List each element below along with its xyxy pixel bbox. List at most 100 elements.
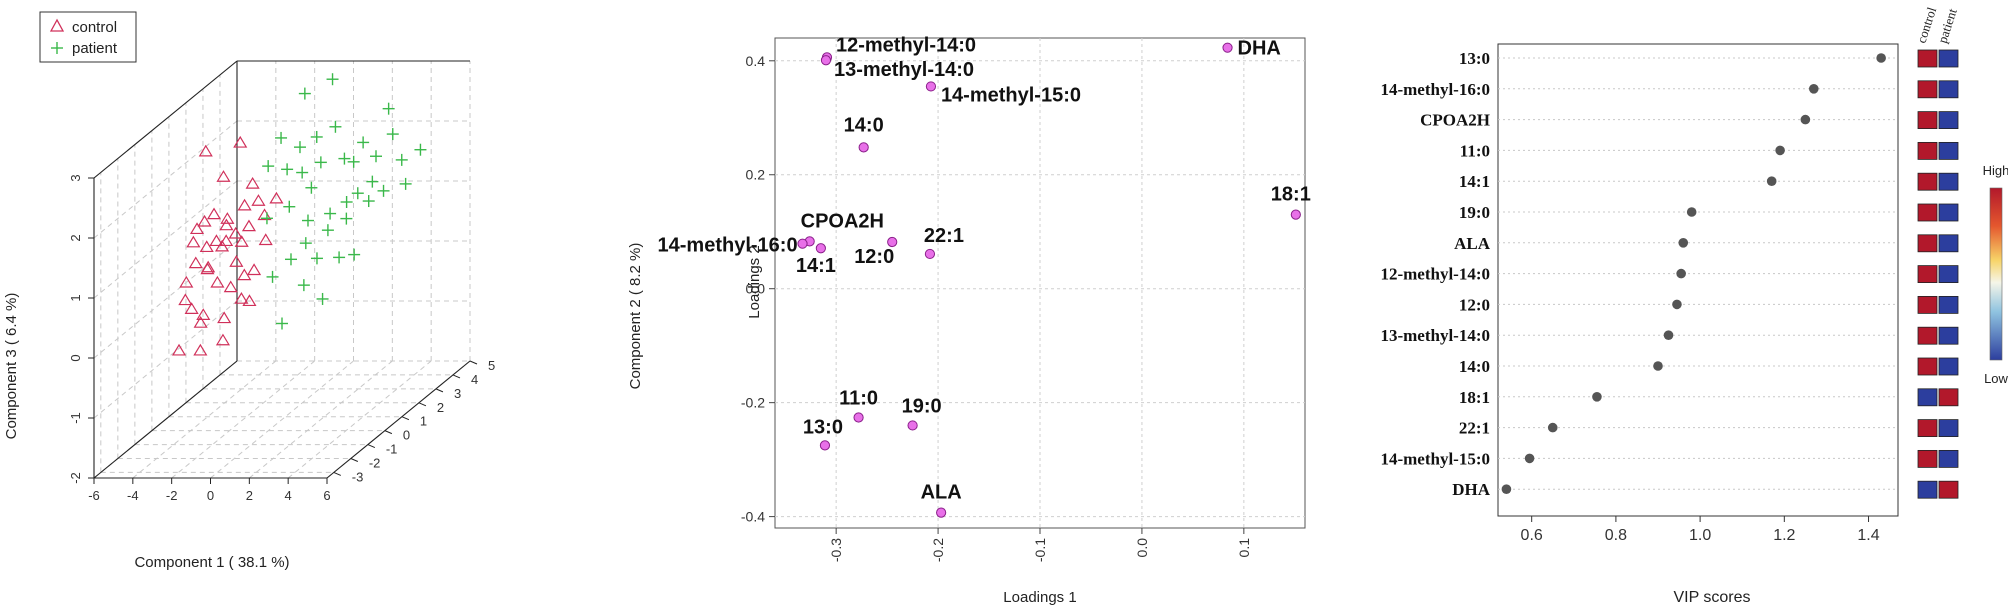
x-tick-label: 2 — [246, 488, 253, 503]
vip-dot — [1686, 207, 1697, 217]
heatmap-cell-patient — [1938, 419, 1959, 438]
vip-dot — [1672, 299, 1682, 310]
grid-line — [93, 120, 238, 239]
vip-row-label: 13-methyl-14:0 — [1380, 326, 1490, 345]
loading-point — [815, 243, 826, 254]
color-bar — [1989, 187, 2003, 361]
patient-point — [366, 175, 379, 188]
grid-line — [287, 360, 432, 479]
y-tick-label: 3 — [454, 386, 461, 401]
3d-box-grid — [93, 60, 471, 479]
heatmap-cell-control — [1917, 357, 1938, 376]
control-point — [184, 302, 199, 314]
3d-points — [171, 73, 427, 356]
vip-dot — [1663, 330, 1674, 341]
loadings-points — [797, 42, 1301, 518]
y-tick-label: 1 — [420, 414, 427, 429]
loadings-ticks: -0.3 -0.2 -0.1 0.0 0.1 -0.4 -0.2 0.0 0.2 0.4 — [741, 53, 1252, 562]
x-tick-label: -6 — [88, 488, 100, 503]
y-tick-label: 0.0 — [746, 281, 766, 297]
patient-point — [348, 248, 361, 261]
patient-point — [310, 252, 323, 265]
legend: control patient — [39, 11, 137, 63]
loading-point-label: CPOA2H — [801, 210, 884, 232]
vip-row-label: 13:0 — [1459, 49, 1490, 68]
heatmap-cell-patient — [1938, 326, 1959, 345]
vip-row-label: 12-methyl-14:0 — [1380, 265, 1490, 284]
loadings-grid — [775, 38, 1305, 528]
vip-x-axis-label: VIP scores — [1673, 589, 1750, 606]
heatmap-cell-control — [1917, 449, 1938, 468]
y-tick — [469, 360, 478, 365]
vip-dot — [1547, 422, 1558, 433]
vip-row-label: 11:0 — [1460, 141, 1490, 160]
vip-row-label: 14:1 — [1459, 172, 1490, 191]
vip-dot — [1678, 238, 1689, 248]
control-point — [188, 256, 203, 269]
vip-row-label: 18:1 — [1459, 388, 1490, 407]
heatmap-cell-patient — [1938, 234, 1959, 253]
heatmap-cell-control — [1917, 111, 1938, 129]
control-point — [251, 194, 266, 206]
heatmap-cell-control — [1917, 234, 1938, 253]
vip-scores-panel: 13:0 14-methyl-16:0 CPOA2H 11:0 14:1 19:0 ALA 1… — [1380, 5, 2008, 606]
control-point — [223, 280, 238, 293]
grid-line — [93, 180, 238, 299]
color-bar-low-label: Low — [1984, 371, 2008, 386]
vip-row-label: 22:1 — [1459, 419, 1490, 438]
control-point — [186, 235, 201, 248]
patient-point — [340, 196, 353, 208]
grid-line — [132, 360, 277, 479]
control-point — [196, 308, 211, 320]
y-tick-label: 0 — [403, 428, 410, 443]
y-tick — [452, 374, 461, 379]
patient-point — [357, 136, 370, 149]
patient-point — [324, 207, 337, 220]
x-tick-label: 0.0 — [1134, 538, 1150, 558]
heatmap-cell-patient — [1938, 203, 1959, 222]
vip-row-label: 12:0 — [1459, 295, 1490, 314]
vip-row-label: 14-methyl-15:0 — [1380, 449, 1490, 468]
control-point — [229, 255, 244, 267]
y-tick-label: -1 — [386, 442, 398, 457]
control-point — [216, 170, 231, 182]
vip-row-label: DHA — [1452, 480, 1491, 499]
loading-point-label: 13-methyl-14:0 — [834, 59, 974, 81]
control-point — [198, 144, 213, 157]
vip-ticks: 0.6 0.8 1.0 1.2 1.4 — [1521, 516, 1880, 544]
heatmap-cell-control — [1917, 203, 1938, 222]
loading-point — [1222, 42, 1233, 53]
patient-point — [310, 130, 323, 143]
patient-point — [340, 212, 353, 225]
x-tick-label: -0.1 — [1032, 538, 1048, 562]
y-tick-label: 5 — [488, 358, 495, 373]
legend-control-label: control — [72, 19, 117, 36]
grid-line — [93, 240, 238, 359]
loading-point — [858, 142, 869, 153]
control-point — [179, 275, 194, 288]
patient-point — [283, 200, 296, 213]
vip-row-label: 14:0 — [1459, 357, 1490, 376]
vip-dot — [1653, 361, 1663, 371]
patient-point — [305, 181, 318, 194]
y-tick-label: 0.4 — [746, 53, 766, 69]
y-tick — [367, 444, 376, 449]
y-tick — [384, 430, 393, 435]
loading-point-label: 12-methyl-14:0 — [836, 34, 976, 56]
x-tick-label: -4 — [127, 488, 139, 503]
legend-patient-label: patient — [72, 40, 118, 57]
z-tick-label: -1 — [68, 412, 83, 424]
x-tick-label: 0.1 — [1236, 538, 1252, 558]
control-point — [242, 294, 257, 307]
vip-dot — [1592, 392, 1602, 402]
control-point — [234, 235, 249, 247]
patient-point — [386, 128, 399, 141]
vip-dot — [1808, 84, 1819, 94]
loadings-plot-panel: -0.3 -0.2 -0.1 0.0 0.1 -0.4 -0.2 0.0 0.2 0.4 12-m… — [658, 34, 1311, 606]
control-point — [258, 233, 273, 246]
x-tick-label: 0.8 — [1605, 527, 1627, 544]
control-point — [214, 239, 230, 252]
control-point — [193, 316, 208, 328]
